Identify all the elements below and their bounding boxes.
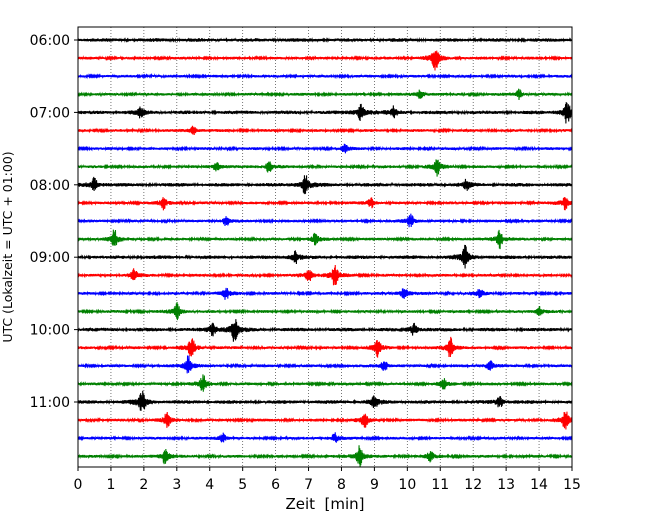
seismic-trace (77, 264, 573, 286)
x-tick-label: 1 (106, 477, 115, 493)
y-tick-label: 07:00 (30, 105, 70, 121)
seismic-trace (77, 355, 573, 374)
seismic-trace (77, 213, 573, 228)
y-tick-label: 08:00 (30, 178, 70, 194)
seismic-trace (77, 175, 573, 195)
x-tick-label: 13 (497, 477, 515, 493)
seismic-trace (77, 432, 573, 443)
x-tick-label: 3 (172, 477, 181, 493)
x-tick-label: 7 (304, 477, 313, 493)
x-tick-label: 6 (271, 477, 280, 493)
x-axis-label: Zeit [min] (285, 495, 364, 513)
seismic-trace (77, 88, 573, 101)
seismic-trace (77, 125, 573, 135)
y-tick-label: 11:00 (30, 395, 70, 411)
seismic-trace (77, 411, 573, 430)
x-tick-label: 11 (431, 477, 449, 493)
seismic-trace (77, 159, 573, 177)
x-tick-label: 5 (238, 477, 247, 493)
seismic-trace (77, 244, 573, 269)
seismic-trace (77, 319, 573, 342)
x-tick-label: 12 (464, 477, 482, 493)
y-tick-label: 06:00 (30, 33, 70, 49)
x-tick-label: 9 (370, 477, 379, 493)
seismic-trace (77, 390, 573, 411)
seismic-trace (77, 445, 573, 468)
grid-lines (110, 27, 540, 467)
y-axis-label: UTC (Lokalzeit = UTC + 01:00) (0, 151, 15, 342)
x-axis-ticks: 0 1 2 3 4 5 6 7 8 9 10 11 12 13 14 15 (74, 467, 581, 493)
x-tick-label: 8 (337, 477, 346, 493)
plot-frame (77, 26, 573, 468)
seismic-trace (77, 336, 573, 358)
x-tick-label: 15 (563, 477, 581, 493)
x-tick-label: 4 (205, 477, 214, 493)
y-tick-label: 09:00 (30, 250, 70, 266)
seismic-traces (77, 37, 573, 468)
seismic-trace (77, 102, 573, 124)
seismic-trace (77, 374, 573, 392)
seismic-trace (77, 73, 573, 80)
seismic-trace (77, 287, 573, 300)
y-axis-ticks: 06:00 07:00 08:00 09:00 10:00 11:00 (30, 33, 78, 411)
seismic-trace (77, 197, 573, 211)
x-tick-label: 10 (398, 477, 416, 493)
seismic-trace (77, 302, 573, 321)
seismic-trace (77, 50, 573, 71)
seismic-trace (77, 37, 573, 44)
x-tick-label: 14 (530, 477, 548, 493)
seismic-trace (77, 143, 573, 154)
x-tick-label: 2 (139, 477, 148, 493)
y-tick-label: 10:00 (30, 323, 70, 339)
x-tick-label: 0 (74, 477, 83, 493)
seismic-trace (77, 229, 573, 250)
